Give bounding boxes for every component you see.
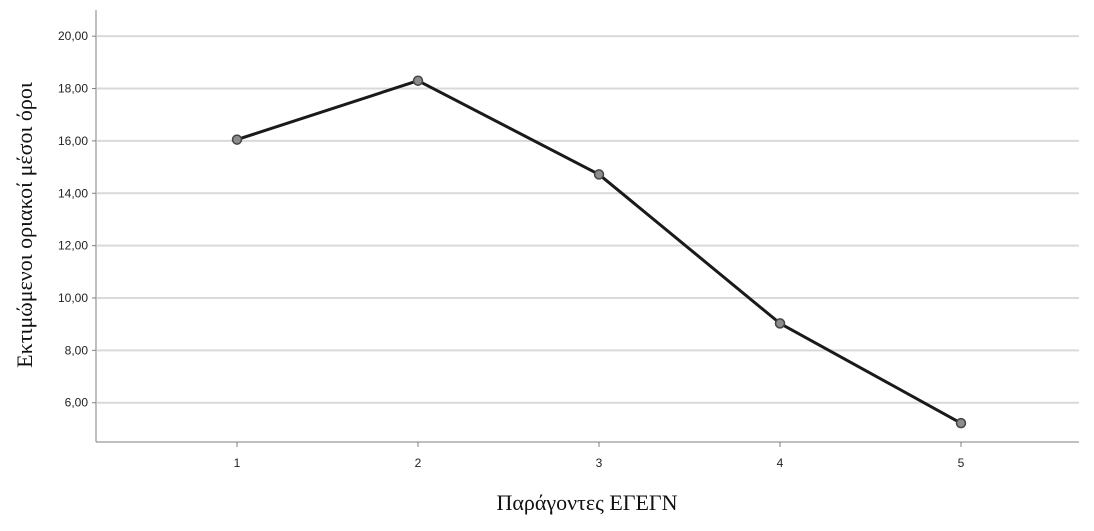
data-point — [955, 417, 967, 429]
y-axis-title: Εκτιμώμενοι οριακοί μέσοι όροι — [12, 82, 37, 368]
series-line — [236, 79, 962, 425]
axes — [92, 10, 1079, 447]
y-tick-label: 14,00 — [58, 186, 88, 200]
data-point — [593, 169, 605, 180]
x-tick-label: 4 — [777, 456, 784, 470]
data-point — [231, 134, 243, 145]
data-point — [412, 75, 424, 86]
x-tick-label: 5 — [958, 456, 965, 470]
x-tick-labels: 1 2 3 4 5 — [234, 456, 965, 470]
x-tick-label: 2 — [415, 456, 422, 470]
y-tick-label: 6,00 — [65, 396, 89, 410]
gridlines — [97, 35, 1079, 404]
y-tick-label: 12,00 — [58, 239, 88, 253]
data-series — [231, 75, 967, 429]
y-tick-label: 18,00 — [58, 82, 88, 96]
y-tick-label: 10,00 — [58, 291, 88, 305]
x-tick-label: 1 — [234, 456, 241, 470]
y-tick-label: 8,00 — [65, 343, 89, 357]
data-point — [774, 318, 786, 329]
y-tick-labels: 6,00 8,00 10,00 12,00 14,00 16,00 18,00 20,00 — [58, 29, 88, 410]
x-tick-label: 3 — [596, 456, 603, 470]
x-axis-title: Παράγοντες ΕΓΕΓΝ — [496, 490, 677, 515]
y-tick-label: 20,00 — [58, 29, 88, 43]
y-tick-label: 16,00 — [58, 134, 88, 148]
